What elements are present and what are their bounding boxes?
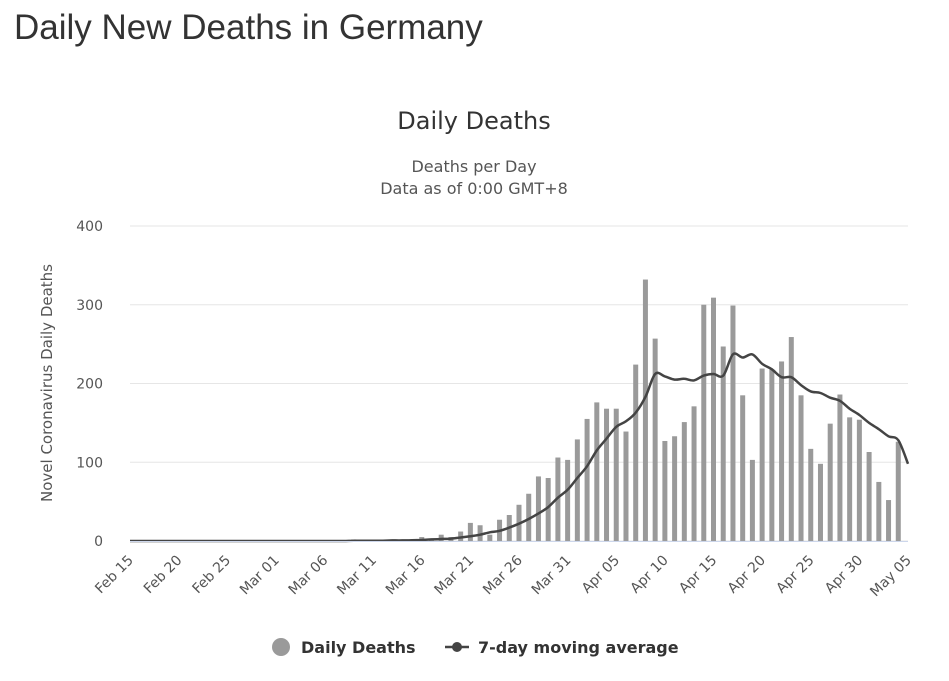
bar-daily-deaths[interactable]	[574, 439, 580, 541]
bar-daily-deaths[interactable]	[467, 522, 473, 541]
legend-circle-icon	[272, 638, 290, 656]
bar-daily-deaths[interactable]	[652, 338, 658, 541]
y-tick-label: 200	[76, 377, 103, 393]
bar-daily-deaths[interactable]	[720, 346, 726, 541]
bar-daily-deaths[interactable]	[779, 361, 785, 541]
bar-daily-deaths[interactable]	[856, 419, 862, 541]
x-tick-label: Mar 11	[334, 553, 380, 599]
bar-daily-deaths[interactable]	[759, 368, 765, 541]
bar-daily-deaths[interactable]	[827, 423, 833, 541]
bar-daily-deaths[interactable]	[886, 500, 892, 541]
bar-daily-deaths[interactable]	[701, 304, 707, 541]
bar-daily-deaths[interactable]	[817, 463, 823, 541]
legend: Daily Deaths 7-day moving average	[272, 638, 679, 657]
bar-daily-deaths[interactable]	[487, 534, 493, 541]
y-tick-label: 300	[76, 298, 103, 314]
chart-subtitle-line-1: Deaths per Day	[411, 157, 536, 176]
bar-daily-deaths[interactable]	[672, 436, 678, 541]
bar-daily-deaths[interactable]	[691, 406, 697, 541]
x-tick-label: Feb 15	[92, 553, 137, 598]
bar-daily-deaths[interactable]	[769, 369, 775, 541]
bar-daily-deaths[interactable]	[730, 305, 736, 541]
bar-layer	[351, 279, 901, 541]
bar-daily-deaths[interactable]	[477, 525, 483, 541]
bar-daily-deaths[interactable]	[749, 459, 755, 541]
y-tick-label: 100	[76, 455, 103, 471]
bar-daily-deaths[interactable]	[798, 395, 804, 541]
x-tick-label: Apr 05	[579, 553, 623, 597]
x-tick-label: Mar 31	[529, 553, 575, 599]
bar-daily-deaths[interactable]	[876, 481, 882, 541]
x-tick-label: Mar 26	[480, 552, 526, 598]
x-tick-label: Apr 20	[725, 553, 769, 597]
x-tick-label: Apr 10	[628, 553, 672, 597]
x-tick-label: Mar 06	[286, 552, 332, 598]
legend-label-daily-deaths: Daily Deaths	[301, 638, 416, 657]
y-tick-label: 0	[94, 534, 103, 550]
x-tick-label: Apr 25	[773, 553, 817, 597]
bar-daily-deaths[interactable]	[535, 476, 541, 541]
bar-daily-deaths[interactable]	[740, 395, 746, 541]
bar-daily-deaths[interactable]	[847, 417, 853, 541]
bar-daily-deaths[interactable]	[565, 459, 571, 541]
x-tick-label: Apr 15	[676, 553, 720, 597]
bar-daily-deaths[interactable]	[788, 337, 794, 541]
x-tick-label: Apr 30	[822, 553, 866, 597]
bar-daily-deaths[interactable]	[837, 394, 843, 541]
x-tick-label: Feb 20	[141, 553, 186, 598]
bar-daily-deaths[interactable]	[895, 441, 901, 541]
legend-item-moving-average[interactable]: 7-day moving average	[445, 638, 679, 657]
legend-marker-icon	[452, 642, 462, 652]
legend-item-daily-deaths[interactable]: Daily Deaths	[272, 638, 416, 657]
bar-daily-deaths[interactable]	[711, 297, 716, 541]
x-axis-ticks: Feb 15 Feb 20 Feb 25 Mar 01 Mar 06 Mar 11 Mar …	[92, 541, 915, 601]
bar-daily-deaths[interactable]	[526, 493, 532, 541]
x-tick-label: Mar 01	[237, 553, 283, 599]
x-tick-label: Mar 16	[383, 552, 429, 598]
bar-daily-deaths[interactable]	[662, 440, 668, 541]
y-tick-label: 400	[76, 219, 103, 235]
legend-label-moving-average: 7-day moving average	[478, 638, 679, 657]
x-tick-label: Mar 21	[431, 553, 477, 599]
x-tick-label: Feb 25	[189, 553, 234, 598]
bar-daily-deaths[interactable]	[613, 408, 619, 541]
y-axis-ticks: 0 100 200 300 400	[76, 219, 103, 550]
bar-daily-deaths[interactable]	[633, 364, 639, 541]
x-tick-label: May 05	[867, 553, 915, 601]
y-axis-title: Novel Coronavirus Daily Deaths	[38, 264, 56, 502]
bar-daily-deaths[interactable]	[594, 402, 600, 541]
page-heading: Daily New Deaths in Germany	[14, 8, 483, 47]
bar-daily-deaths[interactable]	[584, 418, 590, 541]
bar-daily-deaths[interactable]	[866, 452, 872, 541]
bar-daily-deaths[interactable]	[642, 279, 648, 541]
bar-daily-deaths[interactable]	[681, 422, 687, 541]
chart-title: Daily Deaths	[397, 107, 550, 135]
chart-subtitle-line-2: Data as of 0:00 GMT+8	[380, 179, 568, 198]
bar-daily-deaths[interactable]	[623, 431, 629, 541]
bar-daily-deaths[interactable]	[808, 448, 814, 541]
bar-daily-deaths[interactable]	[604, 408, 610, 541]
bar-daily-deaths[interactable]	[545, 478, 551, 541]
